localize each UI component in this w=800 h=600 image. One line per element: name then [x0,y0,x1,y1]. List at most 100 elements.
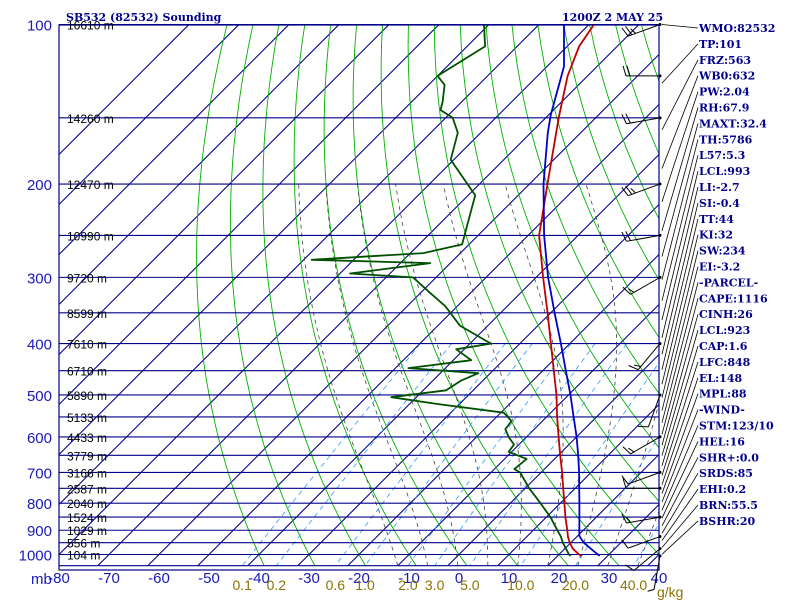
wind-barbs [621,23,662,592]
index-row: SHR+:0.0 [661,451,759,527]
moist-adiabat [395,183,489,566]
dewpoint-line [310,25,572,557]
dry-adiabats [196,25,659,566]
moist-adiabat [504,183,564,566]
index-leader [661,107,699,231]
wind-barb-staff [626,516,661,524]
index-value: EHI:0.2 [699,483,746,496]
wind-barb [647,554,662,592]
index-leader [661,123,699,257]
index-value: PW:2.04 [699,86,750,99]
dry-adiabat [511,25,659,395]
dry-adiabat [380,25,569,566]
mixing-ratio-label: 40.0 [620,577,647,593]
index-row: SRDS:85 [661,467,753,534]
dry-adiabat [459,25,659,502]
wind-barb-flag [626,65,631,77]
isotherm [497,403,659,567]
index-value: SHR+:0.0 [699,451,759,464]
height-label: 12470 m [67,178,114,192]
moist-adiabat [577,183,617,566]
wind-barb-flag [622,478,627,489]
isotherm [97,25,640,567]
wind-barb-origin [658,74,662,78]
wind-barb-flag [630,187,636,194]
index-leader [661,457,699,527]
index-row: HEL:16 [661,435,745,519]
pressure-tick-label: 300 [27,270,52,287]
index-row: MPL:88 [661,388,747,494]
dry-adiabat [407,25,620,566]
mixing-ratio-label: 2.0 [398,577,418,593]
temperature-tick-label: -70 [98,570,120,587]
wind-barb-flag [621,187,629,196]
wind-barb-origin [658,233,662,237]
index-leader [661,441,699,519]
temperature-tick-label: -80 [48,570,70,587]
isotherm [147,53,659,567]
isobar-grid [58,23,660,571]
index-leader [661,472,699,534]
wind-barb-flag [621,114,627,124]
temperature-axis: -80 -70 -60 -50 -40 -30 -20 -10 0 10 20 30 40 [48,570,667,587]
pressure-tick-label: 600 [27,430,52,447]
height-label: 7610 m [67,338,107,352]
height-label: 2040 m [67,497,107,511]
index-leader [661,377,699,485]
wind-barb-origin [658,342,662,346]
height-label: 9720 m [67,271,107,285]
mixing-ratio-label: 0.6 [326,577,346,593]
index-leader [661,171,699,321]
index-panel: WMO:82532 TP:101 FRZ:563 WB0:632 PW:2.04 RH:6… [661,22,775,555]
wind-barb [621,113,662,125]
index-leader [661,409,699,503]
mixing-ratio-line [364,343,533,566]
wind-barb-flag [630,28,636,34]
index-row: RH:67.9 [661,102,749,231]
index-value: -WIND- [699,404,745,417]
wind-barb-origin [658,535,662,539]
index-row: EHI:0.2 [661,483,746,541]
wind-barb [621,470,662,485]
temperature-tick-label: 20 [551,570,568,587]
index-row: -WIND- [661,404,745,503]
wind-barb-flag [628,447,635,453]
wind-barb [628,342,662,371]
index-leader [661,59,699,130]
wind-barb-flag [621,475,629,485]
wind-barb-staff [647,394,661,428]
index-value: WMO:82532 [698,22,775,35]
wind-barb-origin [658,393,662,397]
wind-barb [621,23,662,37]
index-row: EI:-3.2 [661,261,740,411]
index-leader [661,345,699,466]
index-row: CINH:26 [661,308,753,446]
height-label: 3779 m [67,449,107,463]
isotherm [547,453,659,567]
height-label: 556 m [67,537,100,551]
moist-adiabat [443,183,522,566]
dry-adiabat [352,25,518,566]
wind-barb-staff [627,183,661,197]
wind-barb-staff [630,276,661,295]
isotherm [59,25,340,306]
index-value: SRDS:85 [699,467,753,480]
index-row: MAXT:32.4 [661,117,767,257]
dry-adiabat [196,25,265,566]
index-leader [661,488,699,541]
temperature-tick-label: -40 [248,570,270,587]
mixing-ratio-label: 10.0 [507,577,534,593]
index-row: FRZ:563 [661,54,751,130]
height-label: 8599 m [67,307,107,321]
index-value: LFC:848 [699,356,751,369]
index-leader [661,91,699,202]
isotherm [59,25,440,406]
mixing-ratio-label: 1.0 [355,577,375,593]
pressure-axis: 100 200 300 400 500 600 700 800 900 1000 [19,18,52,565]
isotherm [59,25,590,556]
mixing-ratio-label: 20.0 [562,577,589,593]
isotherm [347,253,659,567]
wind-barb-flag [621,539,629,549]
index-value: TP:101 [699,38,742,51]
index-leader [661,155,699,301]
